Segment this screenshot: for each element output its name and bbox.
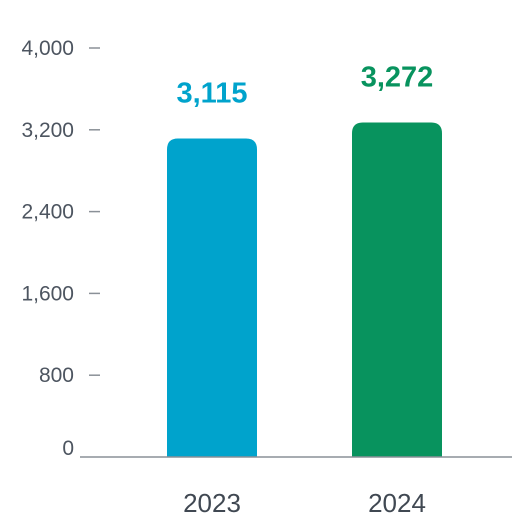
y-tick-label: 800 bbox=[39, 364, 74, 387]
data-label-2024: 3,272 bbox=[361, 61, 434, 93]
bars bbox=[167, 122, 442, 458]
y-axis: 0 800 1,600 2,400 3,200 4,000 bbox=[21, 37, 100, 460]
data-label-2023: 3,115 bbox=[177, 77, 248, 109]
bar-2024 bbox=[352, 122, 442, 458]
y-tick-label: 0 bbox=[62, 437, 74, 460]
y-tick-label: 2,400 bbox=[21, 201, 74, 224]
x-category-label-2023: 2023 bbox=[183, 488, 241, 516]
x-axis-labels: 2023 2024 bbox=[183, 488, 426, 516]
y-tick-label: 3,200 bbox=[21, 119, 74, 142]
y-tick-label: 4,000 bbox=[21, 37, 74, 60]
y-tick-label: 1,600 bbox=[21, 282, 74, 305]
data-labels: 3,115 3,272 bbox=[177, 61, 434, 109]
bar-2023 bbox=[167, 138, 257, 457]
x-category-label-2024: 2024 bbox=[368, 488, 426, 516]
